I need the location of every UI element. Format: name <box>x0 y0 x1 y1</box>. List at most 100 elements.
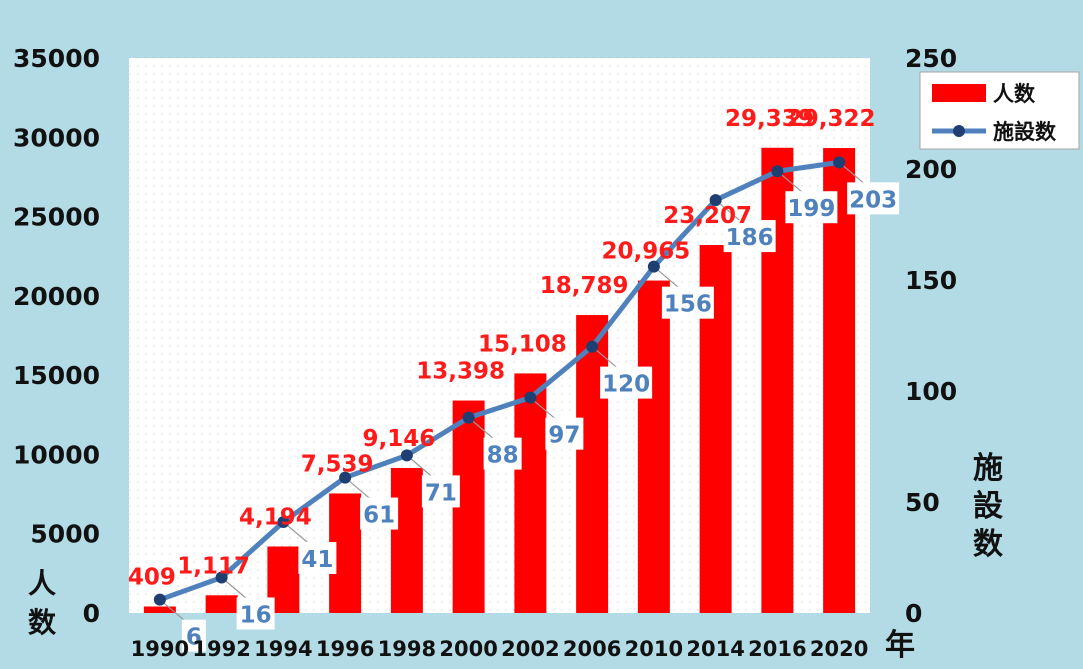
x-tick-1996: 1996 <box>316 637 374 661</box>
axes-layer: 0 5000 10000 15000 20000 25000 30000 35000 0 50 10… <box>13 44 957 661</box>
facilities-label-bg-2010 <box>661 286 714 319</box>
legend: 人数 施設数 <box>919 71 1080 150</box>
facilities-marker-1990 <box>153 593 166 606</box>
people-label-2002: 15,108 <box>478 331 567 357</box>
people-label-1998: 9,146 <box>362 426 435 452</box>
people-label-1992: 1,117 <box>177 553 250 579</box>
facilities-label-2014: 186 <box>726 225 774 251</box>
bar-1998 <box>390 467 423 613</box>
left-tick-30000: 30000 <box>13 123 100 152</box>
facilities-marker-2016 <box>771 165 784 178</box>
right-tick-200: 200 <box>905 155 957 184</box>
right-tick-250: 250 <box>905 44 957 73</box>
facilities-marker-1996 <box>339 471 352 484</box>
facilities-label-2020: 203 <box>849 187 897 213</box>
facilities-label-1992: 16 <box>240 602 272 628</box>
bar-2002 <box>514 373 547 613</box>
x-tick-1992: 1992 <box>192 637 250 661</box>
facilities-label-2010: 156 <box>664 292 712 318</box>
facilities-label-bg-2000 <box>483 437 522 470</box>
left-axis-title-char-1: 人 <box>28 567 56 600</box>
people-label-2006: 18,789 <box>540 273 629 299</box>
people-label-2000: 13,398 <box>416 359 505 385</box>
line-layer <box>153 156 846 606</box>
facilities-label-2002: 97 <box>548 423 580 449</box>
left-tick-0: 0 <box>83 599 100 628</box>
people-label-2016: 29,339 <box>725 106 814 132</box>
left-tick-15000: 15000 <box>13 361 100 390</box>
facilities-label-bg-2020 <box>847 182 900 215</box>
facilities-marker-2006 <box>586 340 599 353</box>
bar-2006 <box>576 315 609 613</box>
legend-label-people: 人数 <box>993 82 1036 106</box>
x-tick-2020: 2020 <box>810 637 868 661</box>
facilities-label-bg-1990 <box>181 619 206 652</box>
facilities-marker-1998 <box>400 449 413 462</box>
facilities-line <box>159 159 840 603</box>
x-tick-2014: 2014 <box>686 637 744 661</box>
left-axis-title-char-2: 数 <box>28 606 57 639</box>
people-label-1994: 4,194 <box>239 504 312 530</box>
left-tick-10000: 10000 <box>13 440 100 469</box>
right-tick-0: 0 <box>905 599 922 628</box>
x-tick-2006: 2006 <box>563 637 621 661</box>
facilities-label-bg-1996 <box>360 497 399 530</box>
people-label-2010: 20,965 <box>601 239 690 265</box>
facilities-label-2016: 199 <box>787 196 835 222</box>
left-tick-35000: 35000 <box>13 44 100 73</box>
facilities-marker-2020 <box>833 156 846 169</box>
x-tick-1990: 1990 <box>131 637 189 661</box>
left-tick-5000: 5000 <box>30 520 100 549</box>
x-tick-1998: 1998 <box>378 637 436 661</box>
right-tick-150: 150 <box>905 266 957 295</box>
right-tick-50: 50 <box>905 488 940 517</box>
x-tick-2000: 2000 <box>439 637 497 661</box>
facilities-label-bg-1998 <box>421 475 460 508</box>
right-tick-100: 100 <box>905 377 957 406</box>
facilities-marker-2002 <box>524 391 537 404</box>
bar-2010 <box>637 280 670 613</box>
facilities-label-bg-2002 <box>545 417 584 450</box>
x-tick-2016: 2016 <box>748 637 806 661</box>
right-axis-title-char-2: 設 <box>973 489 1003 524</box>
facilities-label-1998: 71 <box>425 480 457 506</box>
facilities-marker-1992 <box>215 571 228 584</box>
left-tick-20000: 20000 <box>13 282 100 311</box>
facilities-label-bg-2016 <box>785 191 838 224</box>
right-axis-title-char-3: 数 <box>973 527 1004 562</box>
x-tick-1994: 1994 <box>254 637 312 661</box>
data-labels-layer: 6 16 41 61 71 88 97 120 156 186 199 203 409 1,117 4,19… <box>128 106 900 652</box>
facilities-label-bg-2006 <box>600 366 653 399</box>
facilities-marker-2010 <box>647 260 660 273</box>
right-axis-title: 施設数 <box>973 451 1004 562</box>
facilities-label-bg-1994 <box>298 541 337 574</box>
facilities-label-bg-2014 <box>723 220 776 253</box>
facilities-marker-1994 <box>277 515 290 528</box>
left-tick-25000: 25000 <box>13 203 100 232</box>
facilities-label-bg-1992 <box>236 597 275 630</box>
right-axis-title-char-1: 施 <box>973 451 1003 486</box>
legend-swatch-bar <box>932 84 986 102</box>
facilities-label-1996: 61 <box>363 503 395 529</box>
facilities-label-2000: 88 <box>487 443 519 469</box>
plot-grid-dots <box>129 58 870 613</box>
x-axis-title: 年 <box>885 628 915 663</box>
facilities-label-1990: 6 <box>186 625 202 651</box>
facilities-marker-2000 <box>462 411 475 424</box>
facilities-marker-2014 <box>709 194 722 207</box>
x-tick-2002: 2002 <box>501 637 559 661</box>
people-label-2014: 23,207 <box>663 203 752 229</box>
facilities-label-1994: 41 <box>301 547 333 573</box>
bar-2020 <box>823 148 856 613</box>
facilities-label-2006: 120 <box>602 372 650 398</box>
people-label-1990: 409 <box>128 565 176 591</box>
bar-1992 <box>205 595 238 613</box>
legend-swatch-marker <box>953 125 965 137</box>
legend-label-facilities: 施設数 <box>993 120 1057 144</box>
bar-1990 <box>143 606 176 613</box>
x-tick-2010: 2010 <box>625 637 683 661</box>
people-label-1996: 7,539 <box>301 451 374 477</box>
people-label-2020: 29,322 <box>787 106 876 132</box>
